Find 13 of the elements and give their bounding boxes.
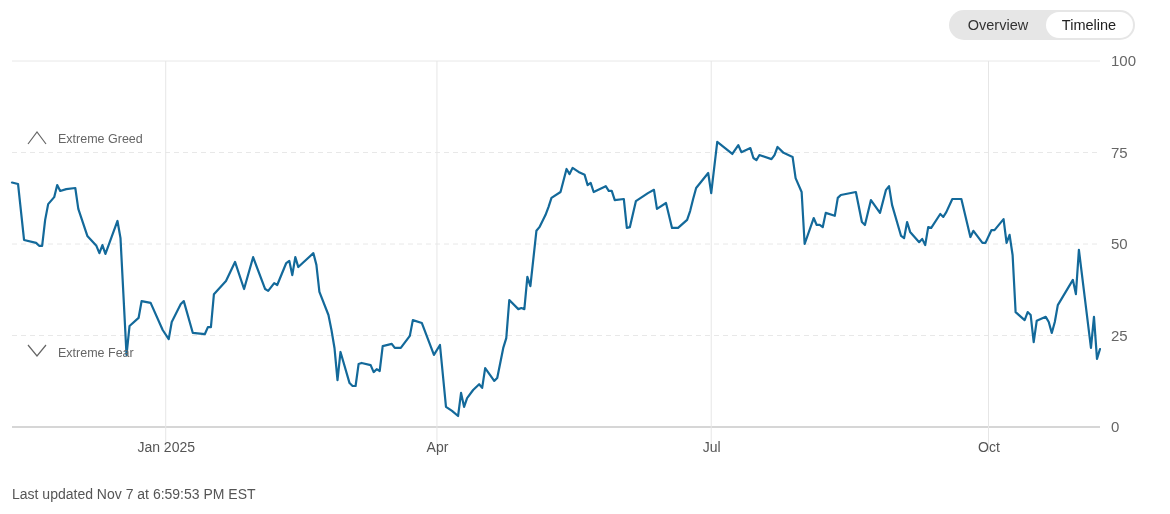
view-toggle: Overview Timeline xyxy=(949,10,1135,40)
x-tick-label: Jul xyxy=(702,439,721,456)
x-tick-label: Jan 2025 xyxy=(137,439,196,456)
annotation: Extreme Greed xyxy=(58,132,143,146)
y-tick-label: 0 xyxy=(1111,418,1120,436)
y-tick-label: 100 xyxy=(1111,52,1137,70)
x-tick-label: Apr xyxy=(426,439,449,456)
y-tick-label: 50 xyxy=(1111,235,1128,253)
y-tick-label: 25 xyxy=(1111,326,1128,344)
annotation: Extreme Fear xyxy=(58,346,134,360)
text: Last updated Nov 7 at 6:59:53 PM EST xyxy=(12,486,257,502)
x-tick-label: Oct xyxy=(978,439,1000,456)
y-tick-label: 75 xyxy=(1111,143,1128,161)
